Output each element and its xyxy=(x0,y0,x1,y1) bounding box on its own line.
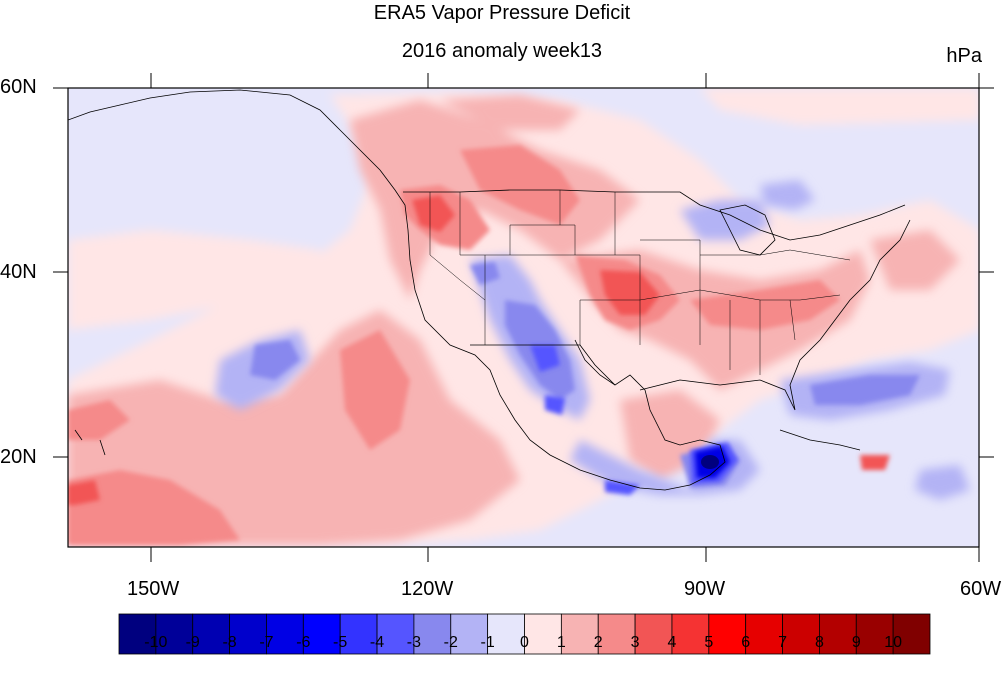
colorbar-tick-label: 6 xyxy=(741,634,751,651)
anomaly-field xyxy=(68,88,979,547)
lon-label: 120W xyxy=(401,578,454,600)
colorbar-swatch xyxy=(560,613,599,655)
colorbar-tick-label: 2 xyxy=(593,634,603,651)
colorbar-swatch xyxy=(819,613,857,655)
colorbar-tick-label: -2 xyxy=(443,634,458,651)
colorbar-swatch xyxy=(413,613,452,655)
colorbar-tick-label: 1 xyxy=(556,634,566,651)
colorbar-swatch xyxy=(634,613,673,655)
map-subtitle: 2016 anomaly week13 xyxy=(401,40,603,62)
positive-anomaly-3-4 xyxy=(68,195,890,505)
lat-label: 20N xyxy=(0,446,37,468)
colorbar-swatch xyxy=(118,613,157,655)
colorbar-tick-label: 0 xyxy=(520,634,529,651)
colorbar-tick-label: 9 xyxy=(851,634,861,651)
map-title: ERA5 Vapor Pressure Deficit xyxy=(373,2,631,24)
colorbar-tick-label: -3 xyxy=(406,634,422,651)
map-frame xyxy=(67,87,980,548)
colorbar-tick-label: 7 xyxy=(778,634,787,651)
colorbar-swatch xyxy=(892,613,931,655)
colorbar-tick-label: 8 xyxy=(814,634,824,651)
colorbar-tick-label: -5 xyxy=(333,634,348,651)
colorbar-swatch xyxy=(708,613,747,655)
units-label: hPa xyxy=(946,45,982,67)
lon-label: 90W xyxy=(684,578,726,600)
colorbar-tick-label: 10 xyxy=(884,634,903,651)
colorbar-swatch xyxy=(597,613,636,655)
lon-label: 150W xyxy=(127,578,180,600)
state-boundaries xyxy=(429,190,851,375)
colorbar-tick-label: 5 xyxy=(704,634,714,651)
colorbar-swatch xyxy=(192,613,230,655)
colorbar-tick-label: -8 xyxy=(222,634,237,651)
colorbar-swatch xyxy=(155,613,194,655)
lat-label: 60N xyxy=(0,76,37,98)
map-ticks xyxy=(53,73,994,562)
colorbar-tick-label: -4 xyxy=(369,634,385,651)
colorbar-tick-label: -1 xyxy=(480,634,495,651)
colorbar-swatch xyxy=(487,613,525,655)
lat-label: 40N xyxy=(0,261,37,283)
colorbar-swatch xyxy=(266,613,304,655)
colorbar-swatch xyxy=(782,613,820,655)
colorbar-tick-label: 4 xyxy=(667,634,677,651)
colorbar-swatch xyxy=(376,613,415,655)
colorbar-swatch xyxy=(855,613,894,655)
colorbar-tick-label: -7 xyxy=(259,634,274,651)
colorbar-swatch xyxy=(524,613,562,655)
colorbar-swatch xyxy=(671,613,710,655)
lon-label: 60W xyxy=(960,578,1002,600)
colorbar-swatch xyxy=(450,613,489,655)
coastlines xyxy=(68,89,911,491)
colorbar-tick-label: -9 xyxy=(185,634,200,651)
colorbar-tick-label: 3 xyxy=(630,634,640,651)
colorbar-tick-label: -10 xyxy=(144,634,168,651)
colorbar-tick-label: -6 xyxy=(296,634,311,651)
negative-anomaly-core xyxy=(701,455,719,469)
